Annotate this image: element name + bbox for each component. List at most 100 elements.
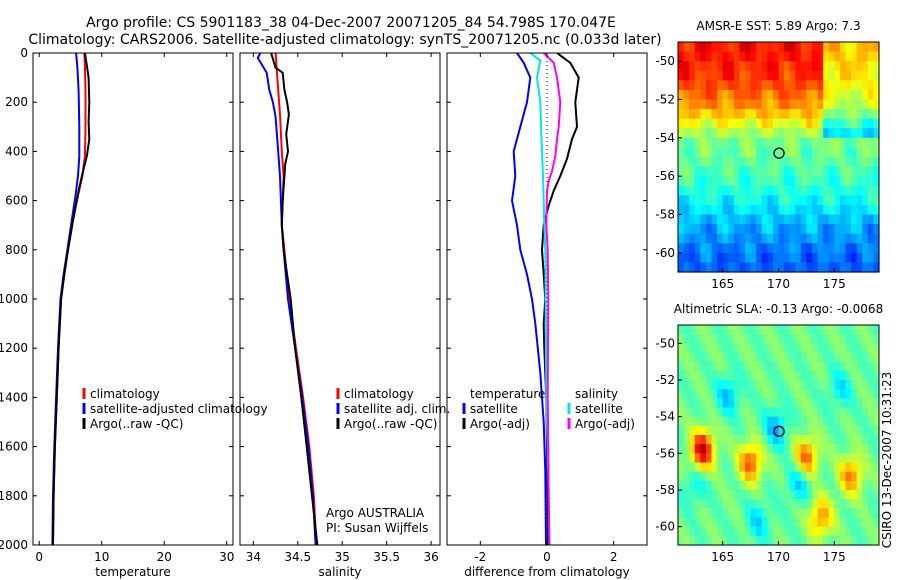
heatmap-cell: [862, 325, 869, 335]
heatmap-cell: [756, 325, 763, 335]
heatmap-cell: [834, 490, 841, 500]
heatmap-cell: [862, 118, 869, 129]
heatmap-cell: [795, 89, 802, 101]
heatmap-cell: [851, 490, 858, 500]
heatmap-cell: [800, 233, 808, 244]
heatmap-cell: [834, 416, 841, 427]
heatmap-cell: [761, 109, 768, 120]
heatmap-cell: [795, 416, 802, 427]
heatmap-cell: [772, 334, 780, 344]
heatmap-cell: [845, 42, 852, 53]
heatmap-cell: [789, 70, 796, 81]
heatmap-cell: [722, 42, 729, 53]
heatmap-cell: [700, 343, 707, 354]
heatmap-cell: [834, 42, 841, 53]
heatmap-cell: [817, 435, 824, 445]
heatmap-cell: [823, 137, 830, 149]
heatmap-cell: [733, 166, 741, 177]
heatmap-cell: [750, 508, 757, 519]
heatmap-cell: [812, 325, 819, 335]
heatmap-cell: [761, 195, 768, 206]
heatmap-cell: [694, 42, 701, 53]
heatmap-cell: [761, 51, 768, 62]
heatmap-cell: [717, 176, 724, 187]
heatmap-cell: [678, 416, 685, 427]
heatmap-cell: [733, 128, 741, 139]
heatmap-cell: [728, 425, 735, 436]
heatmap-cell: [795, 471, 802, 482]
heatmap-cell: [745, 99, 752, 110]
heatmap-cell: [873, 128, 880, 139]
heatmap-cell: [812, 166, 819, 177]
heatmap-cell: [806, 453, 813, 464]
heatmap-cell: [772, 480, 780, 491]
heatmap-cell: [761, 526, 768, 537]
heatmap-cell: [767, 526, 774, 537]
heatmap-cell: [772, 224, 780, 235]
heatmap-cell: [711, 224, 718, 235]
heatmap-cell: [862, 462, 869, 473]
heatmap-cell: [851, 352, 858, 363]
heatmap-cell: [823, 398, 830, 409]
heatmap-cell: [756, 262, 763, 273]
heatmap-cell: [845, 517, 852, 528]
heatmap-cell: [817, 334, 824, 344]
heatmap-cell: [705, 262, 713, 273]
heatmap-cell: [722, 128, 729, 139]
heatmap-cell: [728, 526, 735, 537]
heatmap-cell: [694, 99, 701, 110]
heatmap-cell: [750, 370, 757, 381]
heatmap-cell: [784, 204, 791, 216]
heatmap-cell: [767, 389, 774, 399]
heatmap-cell: [800, 499, 808, 509]
heatmap-cell: [856, 471, 863, 482]
heatmap-cell: [705, 435, 713, 445]
heatmap-cell: [856, 361, 863, 372]
heatmap-cell: [778, 252, 785, 264]
heatmap-cell: [784, 42, 791, 53]
heatmap-cell: [761, 214, 768, 225]
heatmap-cell: [750, 435, 757, 445]
heatmap-cell: [806, 147, 813, 158]
heatmap-cell: [733, 453, 741, 464]
heatmap-cell: [823, 233, 830, 244]
heatmap-cell: [739, 471, 746, 482]
heatmap-cell: [745, 499, 752, 509]
heatmap-cell: [711, 453, 718, 464]
heatmap-cell: [767, 435, 774, 445]
heatmap-cell: [839, 204, 847, 216]
heatmap-cell: [689, 118, 696, 129]
heatmap-cell: [756, 99, 763, 110]
heatmap-cell: [728, 535, 735, 546]
heatmap-cell: [800, 70, 808, 81]
heatmap-cell: [767, 370, 774, 381]
heatmap-cell: [812, 370, 819, 381]
heatmap-cell: [789, 51, 796, 62]
timestamp-label: CSIRO 13-Dec-2007 10:31:23: [880, 372, 894, 549]
heatmap-cell: [694, 252, 701, 264]
heatmap-cell: [756, 499, 763, 509]
heatmap-cell: [789, 352, 796, 363]
heatmap-cell: [812, 517, 819, 528]
heatmap-cell: [728, 416, 735, 427]
heatmap-cell: [722, 425, 729, 436]
heatmap-cell: [795, 407, 802, 418]
x-tick-label: 175: [823, 550, 846, 564]
heatmap-cell: [873, 252, 880, 264]
heatmap-cell: [750, 51, 757, 62]
heatmap-cell: [717, 137, 724, 149]
heatmap-cell: [834, 176, 841, 187]
heatmap-cell: [800, 535, 808, 546]
heatmap-cell: [873, 147, 880, 158]
heatmap-cell: [728, 147, 735, 158]
heatmap-cell: [812, 444, 819, 454]
heatmap-cell: [856, 233, 863, 244]
heatmap-cell: [823, 147, 830, 158]
y-tick-label: -50: [655, 54, 675, 68]
heatmap-cell: [750, 252, 757, 264]
heatmap-cell: [778, 526, 785, 537]
heatmap-cell: [851, 224, 858, 235]
heatmap-cell: [700, 61, 707, 72]
heatmap-cell: [728, 444, 735, 454]
heatmap-cell: [778, 480, 785, 491]
